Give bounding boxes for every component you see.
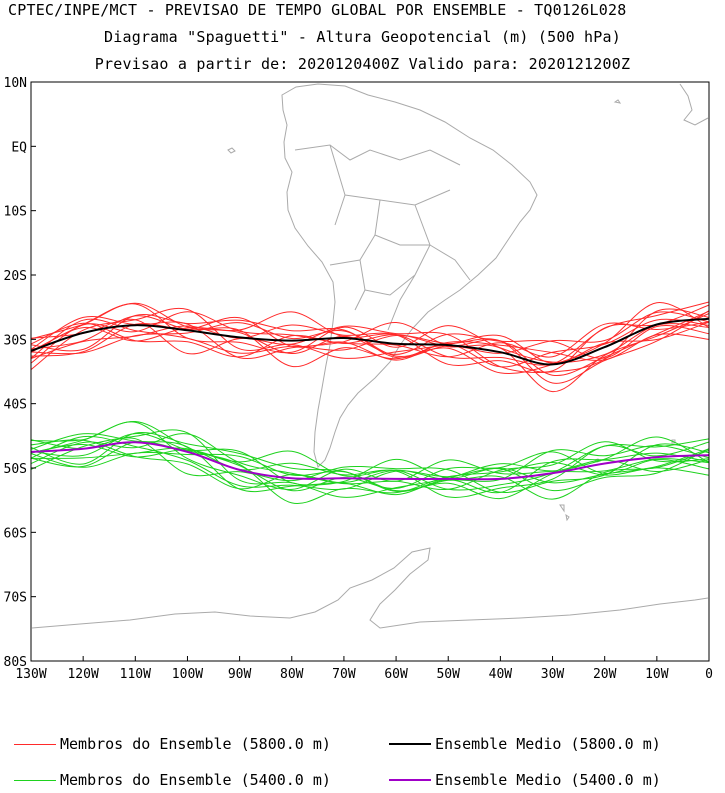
lon-tick-label: 110W — [120, 667, 151, 682]
ensemble-5800-member-1 — [30, 313, 710, 393]
title-line-1: CPTEC/INPE/MCT - PREVISAO DE TEMPO GLOBA… — [8, 1, 627, 19]
legend-item-members-5400: Membros do Ensemble (5400.0 m) — [14, 771, 331, 789]
ensemble-5400-member-6 — [30, 433, 710, 505]
title-line-3: Previsao a partir de: 2020120400Z Valido… — [94, 55, 631, 73]
lat-tick-label: 30S — [4, 333, 27, 348]
lon-tick-label: 20W — [593, 667, 617, 682]
legend-swatch-members-5800 — [14, 743, 56, 745]
ensemble-5800-member-14 — [30, 302, 710, 359]
africa-coast — [679, 83, 709, 126]
lon-tick-label: 100W — [172, 667, 203, 682]
lon-tick-label: 90W — [228, 667, 252, 682]
legend-swatch-mean-5400 — [389, 779, 431, 781]
ensemble-means — [30, 317, 710, 481]
longitude-axis: 130W 120W 110W 100W 90W 80W 70W 60W 50W 40W 30W 20W… — [15, 656, 713, 682]
ensemble-members-5400 — [30, 420, 710, 505]
ensemble-mean-5800-line — [30, 317, 710, 366]
map-frame — [30, 81, 710, 662]
ensemble-5800-member-13 — [30, 304, 710, 373]
ensemble-5800-member-7 — [30, 307, 710, 370]
lon-tick-label: 70W — [332, 667, 356, 682]
ensemble-5400-member-10 — [30, 431, 710, 492]
lat-tick-label: 40S — [4, 398, 27, 413]
ensemble-5400-member-8 — [30, 437, 710, 493]
legend-label-mean-5400: Ensemble Medio (5400.0 m) — [435, 771, 661, 789]
title-line-2: Diagrama "Spaguetti" - Altura Geopotenci… — [104, 28, 621, 46]
ensemble-5800-member-8 — [30, 308, 710, 374]
lon-tick-label: 10W — [645, 667, 669, 682]
ensemble-5400-member-11 — [30, 435, 710, 492]
lon-tick-label: 0 — [705, 667, 713, 682]
legend-label-members-5800: Membros do Ensemble (5800.0 m) — [60, 735, 331, 753]
lat-tick-label: 70S — [4, 591, 27, 606]
lat-tick-label: 80S — [4, 655, 27, 670]
lat-tick-label: 10N — [4, 76, 27, 91]
country-borders — [294, 144, 471, 331]
lon-tick-label: 50W — [436, 667, 460, 682]
lat-tick-label: 10S — [4, 205, 27, 220]
legend-item-mean-5400: Ensemble Medio (5400.0 m) — [389, 771, 661, 789]
lat-tick-label: 50S — [4, 462, 27, 477]
ensemble-5800-member-6 — [30, 315, 710, 367]
ensemble-5400-member-3 — [30, 433, 710, 493]
ensemble-5800-member-10 — [30, 311, 710, 359]
lon-tick-label: 60W — [384, 667, 408, 682]
south-america-coast — [281, 83, 538, 468]
legend-item-members-5800: Membros do Ensemble (5800.0 m) — [14, 735, 331, 753]
antarctica-coast — [31, 547, 709, 629]
ensemble-5800-member-4 — [30, 303, 710, 363]
latitude-axis: 10N EQ 10S 20S 30S 40S 50S 60S 70S 80S — [4, 76, 36, 670]
ensemble-members-5800 — [30, 301, 710, 393]
legend-swatch-members-5400 — [14, 779, 56, 781]
lon-tick-label: 80W — [280, 667, 304, 682]
ensemble-5800-member-12 — [30, 302, 710, 375]
ensemble-5800-member-11 — [30, 310, 710, 384]
legend-label-members-5400: Membros do Ensemble (5400.0 m) — [60, 771, 331, 789]
lon-tick-label: 130W — [15, 667, 46, 682]
legend-label-mean-5800: Ensemble Medio (5800.0 m) — [435, 735, 661, 753]
lat-tick-label: 60S — [4, 526, 27, 541]
islands — [227, 99, 676, 522]
coastlines — [31, 83, 709, 629]
lon-tick-label: 30W — [541, 667, 565, 682]
ensemble-5400-member-13 — [30, 441, 710, 498]
lon-tick-label: 120W — [67, 667, 98, 682]
lat-tick-label: EQ — [11, 140, 27, 155]
ensemble-mean-5400-line — [30, 441, 710, 481]
ensemble-5400-member-14 — [30, 420, 710, 492]
ensemble-5400-member-2 — [30, 441, 710, 496]
lon-tick-label: 40W — [489, 667, 513, 682]
lat-tick-label: 20S — [4, 269, 27, 284]
legend-swatch-mean-5800 — [389, 743, 431, 745]
legend-item-mean-5800: Ensemble Medio (5800.0 m) — [389, 735, 661, 753]
